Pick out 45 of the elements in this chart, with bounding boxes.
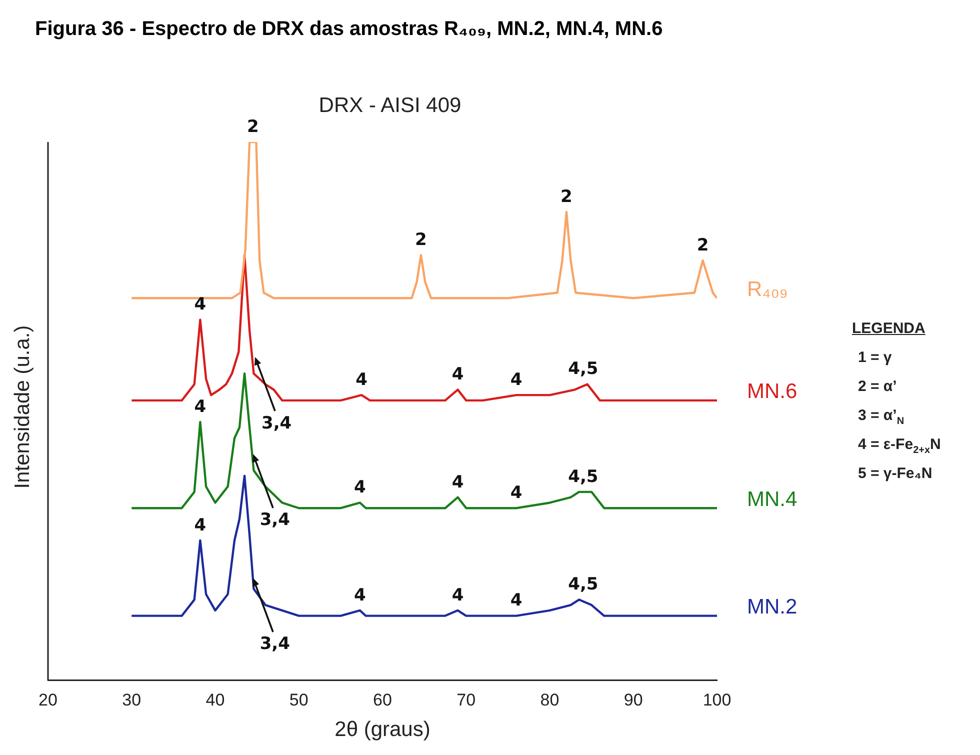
annotation: 2 [415, 230, 427, 250]
text: 4 = ε-Fe$_{2+x}$N [858, 435, 941, 458]
annotation: 4 [510, 483, 522, 504]
annotation: 3,4 [260, 634, 290, 654]
annotation: 4 [354, 585, 366, 606]
text: 3 = α’$_{N}$ [858, 406, 906, 429]
annotation: 4,5 [568, 574, 598, 595]
annotation: 4 [452, 585, 464, 606]
series-label: MN.2 [747, 596, 798, 619]
text: 5 = γ-Fe₄N [858, 464, 934, 484]
annotation: 2 [560, 186, 572, 207]
annotation: 2 [696, 235, 709, 256]
x-tick-label: 30 [122, 690, 142, 710]
x-tick-label: 90 [624, 690, 643, 710]
annotation: 4 [510, 590, 522, 611]
text: 2 = α’ [858, 377, 898, 397]
x-tick-label: 70 [456, 690, 476, 710]
annotation: 4 [356, 370, 368, 390]
y-axis-title: Intensidade (u.a.) [11, 324, 35, 491]
annotation: 4,5 [568, 359, 598, 380]
text: 1 = γ [858, 348, 893, 368]
annotation: 3,4 [261, 413, 292, 434]
annotation: 4 [194, 515, 206, 536]
annotation: 4 [510, 370, 522, 390]
annotation: 4,5 [568, 466, 598, 487]
annotation: 4 [194, 294, 206, 315]
chart-title: Figura 36 - Espectro de DRX das amostras R₄₀₉, MN.2, MN.4, MN.6 [35, 18, 663, 41]
x-tick-label: 50 [289, 690, 308, 710]
x-tick-label: 20 [38, 690, 58, 710]
annotation: 4 [452, 364, 464, 385]
chart-subtitle: DRX - AISI 409 [318, 94, 462, 118]
series-label: MN.4 [747, 488, 798, 511]
x-tick-label: 100 [702, 690, 732, 710]
annotation: 2 [246, 116, 259, 137]
series-label: MN.6 [747, 380, 798, 404]
x-axis-title: 2θ (graus) [334, 718, 430, 742]
annotation: 4 [194, 396, 206, 417]
series-label: R₄₀₉ [747, 278, 788, 301]
annotation: 4 [354, 478, 366, 498]
text: LEGENDA [852, 319, 926, 339]
x-tick-label: 60 [373, 690, 392, 710]
annotation: 4 [452, 472, 464, 492]
annotation: 3,4 [260, 510, 290, 530]
x-tick-label: 80 [540, 690, 560, 710]
x-tick-label: 40 [206, 690, 225, 710]
